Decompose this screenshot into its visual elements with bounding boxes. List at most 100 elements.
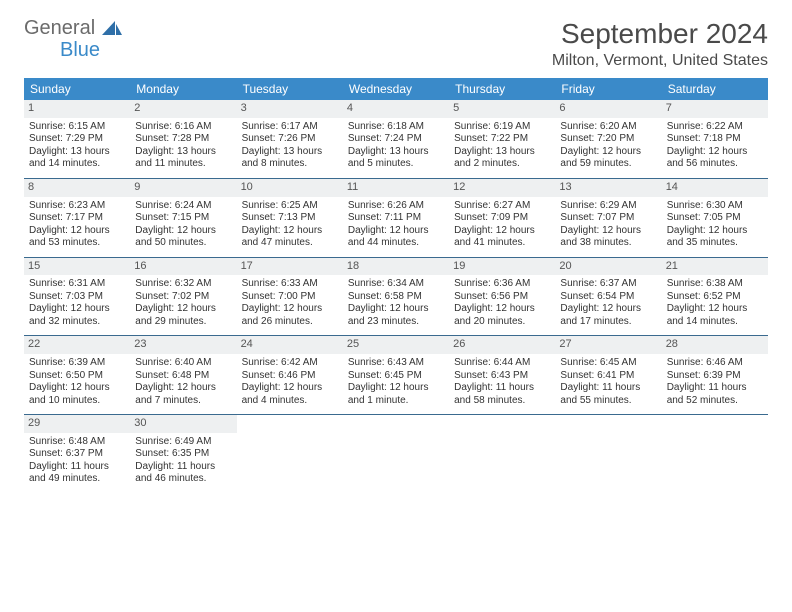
day-number: 30: [130, 415, 236, 433]
day-info-line: and 55 minutes.: [560, 395, 656, 408]
day-info-line: Daylight: 12 hours: [29, 303, 125, 316]
day-info-line: Daylight: 13 hours: [348, 146, 444, 159]
day-info-line: Sunrise: 6:42 AM: [242, 357, 338, 370]
day-info-line: Sunrise: 6:16 AM: [135, 121, 231, 134]
day-info-line: Daylight: 12 hours: [348, 225, 444, 238]
day-info-line: Sunrise: 6:44 AM: [454, 357, 550, 370]
logo-sail-icon: [102, 21, 122, 42]
weekday-header: Friday: [555, 78, 661, 100]
day-info-line: Daylight: 13 hours: [135, 146, 231, 159]
day-info-line: and 50 minutes.: [135, 237, 231, 250]
calendar-day-cell: [343, 415, 449, 493]
calendar-day-cell: 16Sunrise: 6:32 AMSunset: 7:02 PMDayligh…: [130, 258, 236, 336]
day-info-line: Daylight: 11 hours: [135, 461, 231, 474]
day-info-line: Sunrise: 6:23 AM: [29, 200, 125, 213]
calendar-day-cell: 19Sunrise: 6:36 AMSunset: 6:56 PMDayligh…: [449, 258, 555, 336]
day-info-line: and 49 minutes.: [29, 473, 125, 486]
day-info-line: Daylight: 12 hours: [667, 303, 763, 316]
calendar-week-row: 22Sunrise: 6:39 AMSunset: 6:50 PMDayligh…: [24, 336, 768, 414]
day-info-line: Sunrise: 6:36 AM: [454, 278, 550, 291]
day-info-line: Sunrise: 6:25 AM: [242, 200, 338, 213]
day-info-line: and 1 minute.: [348, 395, 444, 408]
calendar-day-cell: 1Sunrise: 6:15 AMSunset: 7:29 PMDaylight…: [24, 100, 130, 178]
day-number: 5: [449, 100, 555, 118]
day-info-line: Daylight: 11 hours: [454, 382, 550, 395]
day-info-line: and 7 minutes.: [135, 395, 231, 408]
calendar-day-cell: 12Sunrise: 6:27 AMSunset: 7:09 PMDayligh…: [449, 179, 555, 257]
day-number: 10: [237, 179, 343, 197]
day-info-line: Sunset: 6:41 PM: [560, 370, 656, 383]
day-info-line: Daylight: 12 hours: [560, 303, 656, 316]
day-info-line: Sunrise: 6:30 AM: [667, 200, 763, 213]
day-number: 14: [662, 179, 768, 197]
day-info-line: Sunset: 7:03 PM: [29, 291, 125, 304]
day-info-line: Sunset: 6:56 PM: [454, 291, 550, 304]
day-number: 15: [24, 258, 130, 276]
day-number: 7: [662, 100, 768, 118]
day-number: 26: [449, 336, 555, 354]
calendar-day-cell: 17Sunrise: 6:33 AMSunset: 7:00 PMDayligh…: [237, 258, 343, 336]
day-info-line: Sunset: 7:00 PM: [242, 291, 338, 304]
day-number: 8: [24, 179, 130, 197]
header: General Blue September 2024 Milton, Verm…: [24, 18, 768, 70]
day-number: 3: [237, 100, 343, 118]
day-number: 2: [130, 100, 236, 118]
day-info-line: Daylight: 12 hours: [454, 303, 550, 316]
day-info-line: Sunrise: 6:37 AM: [560, 278, 656, 291]
day-info-line: Sunrise: 6:38 AM: [667, 278, 763, 291]
day-info-line: Sunrise: 6:31 AM: [29, 278, 125, 291]
calendar-week-row: 1Sunrise: 6:15 AMSunset: 7:29 PMDaylight…: [24, 100, 768, 178]
day-number: 4: [343, 100, 449, 118]
day-info-line: Daylight: 12 hours: [135, 225, 231, 238]
day-info-line: Sunrise: 6:22 AM: [667, 121, 763, 134]
calendar-day-cell: 27Sunrise: 6:45 AMSunset: 6:41 PMDayligh…: [555, 336, 661, 414]
day-number: 23: [130, 336, 236, 354]
day-info-line: Sunrise: 6:46 AM: [667, 357, 763, 370]
day-info-line: Sunrise: 6:18 AM: [348, 121, 444, 134]
day-number: 17: [237, 258, 343, 276]
calendar-table: SundayMondayTuesdayWednesdayThursdayFrid…: [24, 78, 768, 493]
day-info-line: Sunrise: 6:26 AM: [348, 200, 444, 213]
day-info-line: Daylight: 12 hours: [454, 225, 550, 238]
day-info-line: and 11 minutes.: [135, 158, 231, 171]
day-info-line: and 44 minutes.: [348, 237, 444, 250]
day-info-line: Sunrise: 6:17 AM: [242, 121, 338, 134]
day-info-line: Sunset: 7:28 PM: [135, 133, 231, 146]
day-info-line: Daylight: 11 hours: [560, 382, 656, 395]
day-info-line: Sunset: 7:13 PM: [242, 212, 338, 225]
day-info-line: and 53 minutes.: [29, 237, 125, 250]
day-info-line: Sunset: 7:07 PM: [560, 212, 656, 225]
day-info-line: Sunset: 6:43 PM: [454, 370, 550, 383]
title-block: September 2024 Milton, Vermont, United S…: [552, 18, 768, 70]
day-info-line: and 14 minutes.: [29, 158, 125, 171]
calendar-day-cell: 9Sunrise: 6:24 AMSunset: 7:15 PMDaylight…: [130, 179, 236, 257]
day-number: 20: [555, 258, 661, 276]
day-info-line: and 20 minutes.: [454, 316, 550, 329]
day-info-line: Sunrise: 6:40 AM: [135, 357, 231, 370]
day-info-line: Sunrise: 6:24 AM: [135, 200, 231, 213]
day-info-line: Sunrise: 6:20 AM: [560, 121, 656, 134]
calendar-day-cell: 18Sunrise: 6:34 AMSunset: 6:58 PMDayligh…: [343, 258, 449, 336]
day-info-line: Daylight: 11 hours: [667, 382, 763, 395]
weekday-header-row: SundayMondayTuesdayWednesdayThursdayFrid…: [24, 78, 768, 100]
day-info-line: Sunrise: 6:15 AM: [29, 121, 125, 134]
calendar-day-cell: 6Sunrise: 6:20 AMSunset: 7:20 PMDaylight…: [555, 100, 661, 178]
day-info-line: Sunset: 6:52 PM: [667, 291, 763, 304]
day-info-line: and 46 minutes.: [135, 473, 231, 486]
weekday-header: Tuesday: [237, 78, 343, 100]
day-number: 25: [343, 336, 449, 354]
day-info-line: Daylight: 12 hours: [667, 225, 763, 238]
day-info-line: Sunrise: 6:32 AM: [135, 278, 231, 291]
day-info-line: and 2 minutes.: [454, 158, 550, 171]
day-info-line: Sunset: 6:58 PM: [348, 291, 444, 304]
calendar-day-cell: 8Sunrise: 6:23 AMSunset: 7:17 PMDaylight…: [24, 179, 130, 257]
calendar-day-cell: [237, 415, 343, 493]
day-info-line: Sunset: 7:15 PM: [135, 212, 231, 225]
day-info-line: Daylight: 12 hours: [242, 225, 338, 238]
day-info-line: Sunset: 7:22 PM: [454, 133, 550, 146]
location: Milton, Vermont, United States: [552, 52, 768, 70]
day-info-line: Sunset: 7:11 PM: [348, 212, 444, 225]
day-info-line: Daylight: 13 hours: [454, 146, 550, 159]
weekday-header: Wednesday: [343, 78, 449, 100]
calendar-day-cell: [555, 415, 661, 493]
